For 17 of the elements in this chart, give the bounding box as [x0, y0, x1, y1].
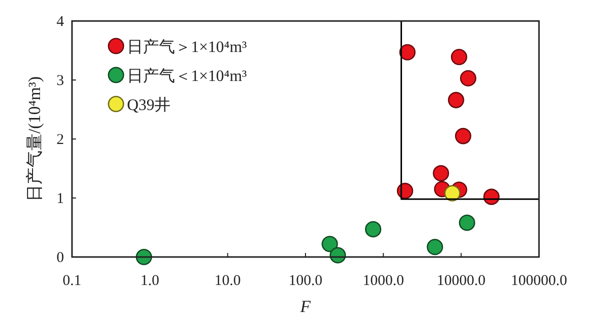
y-axis-title: 日产气量/(10⁴m³) — [25, 76, 44, 202]
x-tick-label: 10000.0 — [436, 273, 486, 289]
y-tick-label: 4 — [56, 14, 64, 30]
legend-label: 日产气＜1×10⁴m³ — [127, 67, 248, 85]
y-tick-label: 2 — [56, 132, 64, 148]
x-tick-label: 1000.0 — [362, 273, 404, 289]
x-tick-label: 10.0 — [214, 273, 241, 289]
x-tick-label: 100000.0 — [510, 273, 568, 289]
x-tick-label: 0.1 — [62, 273, 82, 289]
x-tick-label: 100.0 — [288, 273, 322, 289]
y-tick-label: 3 — [56, 73, 64, 89]
x-tick-label: 1.0 — [140, 273, 160, 289]
x-axis-title: F — [299, 297, 312, 316]
y-tick-label: 0 — [56, 250, 64, 266]
y-tick-label: 1 — [56, 191, 64, 207]
legend-label: Q39井 — [127, 96, 171, 114]
legend-label: 日产气＞1×10⁴m³ — [127, 38, 248, 56]
